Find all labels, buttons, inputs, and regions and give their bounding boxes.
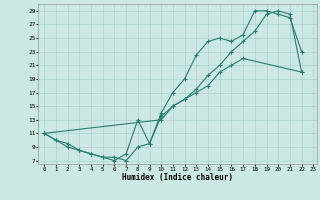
X-axis label: Humidex (Indice chaleur): Humidex (Indice chaleur) bbox=[122, 173, 233, 182]
